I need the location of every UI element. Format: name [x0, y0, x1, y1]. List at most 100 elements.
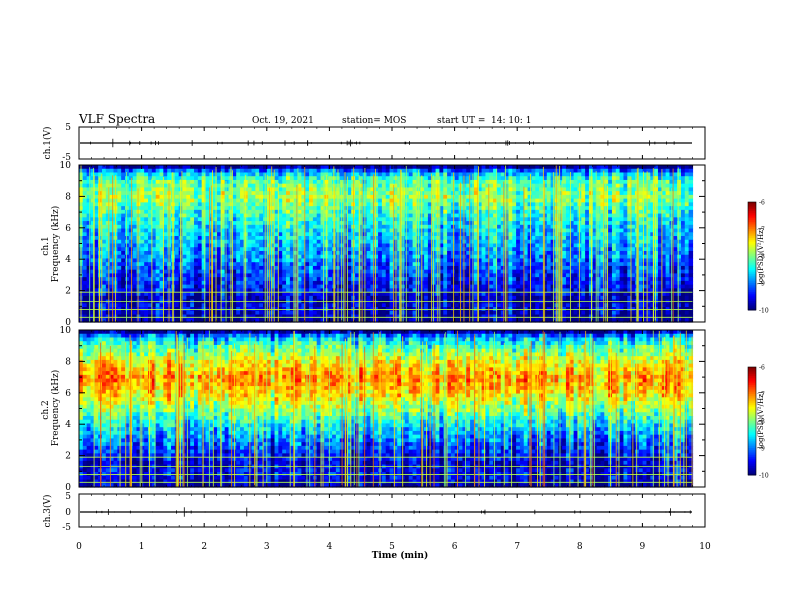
- spectrogram-cell: [358, 191, 364, 196]
- spectrogram-cell: [512, 217, 517, 222]
- spectrogram-cell: [220, 292, 226, 297]
- spectrogram-cell: [343, 273, 348, 278]
- spectrogram-cell: [125, 172, 130, 177]
- spectrogram-cell: [489, 172, 494, 177]
- spectrogram-cell: [182, 172, 187, 177]
- spectrogram-cell: [213, 187, 218, 192]
- spectrogram-cell: [531, 168, 536, 174]
- spectrogram-cell: [105, 217, 111, 222]
- spectrogram-cell: [102, 310, 107, 316]
- spectrogram-cell: [224, 172, 230, 177]
- spectrogram-cell: [493, 187, 498, 192]
- spectrogram-cell: [247, 209, 253, 215]
- spectrogram-cell: [282, 292, 287, 297]
- spectrogram-cell: [320, 213, 325, 218]
- spectrogram-cell: [109, 284, 115, 289]
- spectrogram-cell: [481, 172, 487, 177]
- spectrogram-cell: [385, 165, 391, 170]
- spectrogram-cell: [523, 314, 529, 319]
- spectrogram-cell: [485, 194, 490, 200]
- spectrogram-cell: [385, 310, 391, 316]
- spectrogram-cell: [236, 202, 241, 207]
- spectrogram-cell: [493, 239, 498, 245]
- spectrogram-cell: [224, 165, 230, 170]
- spectrogram-cell: [98, 254, 103, 260]
- spectrogram-cell: [197, 228, 203, 233]
- spectrogram-cell: [366, 247, 372, 252]
- spectrogram-cell: [447, 187, 452, 192]
- spectrogram-cell: [431, 284, 437, 289]
- spectrogram-cell: [213, 213, 218, 218]
- spectrogram-cell: [343, 168, 348, 174]
- spectrogram-cell: [194, 250, 199, 256]
- spectrogram-cell: [125, 176, 130, 181]
- spectrogram-cell: [194, 292, 199, 297]
- spectrogram-cell: [493, 243, 498, 248]
- spectrogram-cell: [270, 228, 276, 233]
- spectrogram-cell: [98, 228, 103, 233]
- spectrogram-cell: [424, 224, 429, 230]
- spectrogram-cell: [493, 250, 498, 256]
- spectrogram-cell: [90, 269, 95, 275]
- spectrogram-cell: [174, 194, 180, 200]
- spectrogram-cell: [320, 243, 325, 248]
- spectrogram-cell: [504, 172, 510, 177]
- spectrogram-cell: [301, 187, 306, 192]
- spectrogram-cell: [117, 239, 122, 245]
- spectrogram-cell: [82, 209, 88, 215]
- spectrogram-cell: [531, 187, 536, 192]
- spectrogram-cell: [385, 209, 391, 215]
- spectrogram-cell: [512, 224, 517, 230]
- spectrogram-cell: [527, 277, 533, 282]
- spectrogram-cell: [186, 269, 191, 275]
- spectrogram-cell: [420, 183, 425, 189]
- spectrogram-cell: [412, 254, 418, 260]
- spectrogram-cell: [155, 236, 161, 241]
- spectrogram-cell: [301, 221, 306, 226]
- spectrogram-cell: [289, 198, 295, 203]
- spectrogram-cell: [105, 254, 111, 260]
- spectrogram-cell: [289, 280, 295, 286]
- spectrogram-cell: [251, 209, 256, 215]
- spectrogram-cell: [289, 232, 295, 237]
- spectrogram-cell: [381, 303, 387, 308]
- spectrogram-cell: [305, 318, 310, 323]
- spectrogram-cell: [182, 295, 187, 301]
- spectrogram-cell: [496, 247, 502, 252]
- spectrogram-cell: [477, 179, 483, 185]
- spectrogram-cell: [424, 213, 429, 218]
- spectrogram-cell: [381, 202, 387, 207]
- spectrogram-cell: [251, 217, 256, 222]
- spectrogram-cell: [312, 250, 318, 256]
- spectrogram-cell: [190, 318, 195, 323]
- spectrogram-cell: [94, 179, 99, 185]
- spectrogram-cell: [274, 221, 279, 226]
- spectrogram-cell: [481, 206, 487, 211]
- spectrogram-cell: [427, 288, 433, 293]
- spectrogram-cell: [98, 265, 103, 271]
- spectrogram-cell: [213, 206, 218, 211]
- spectrogram-cell: [493, 310, 498, 316]
- spectrogram-cell: [98, 236, 103, 241]
- spectrogram-cell: [105, 250, 111, 256]
- spectrogram-cell: [132, 217, 138, 222]
- spectrogram-cell: [197, 258, 203, 263]
- spectrogram-cell: [205, 221, 210, 226]
- spectrogram-cell: [466, 236, 471, 241]
- spectrogram-cell: [431, 165, 437, 170]
- spectrogram-cell: [159, 277, 164, 282]
- spectrogram-cell: [516, 269, 521, 275]
- spectrogram-cell: [431, 228, 437, 233]
- spectrogram-cell: [447, 277, 452, 282]
- spectrogram-cell: [163, 284, 168, 289]
- spectrogram-cell: [370, 280, 375, 286]
- spectrogram-cell: [301, 284, 306, 289]
- spectrogram-cell: [408, 318, 414, 323]
- spectrogram-cell: [347, 318, 352, 323]
- spectrogram-cell: [427, 236, 433, 241]
- spectrogram-cell: [301, 232, 306, 237]
- spectrogram-cell: [519, 224, 525, 230]
- spectrogram-cell: [148, 213, 153, 218]
- spectrogram-cell: [404, 254, 410, 260]
- spectrogram-cell: [201, 187, 207, 192]
